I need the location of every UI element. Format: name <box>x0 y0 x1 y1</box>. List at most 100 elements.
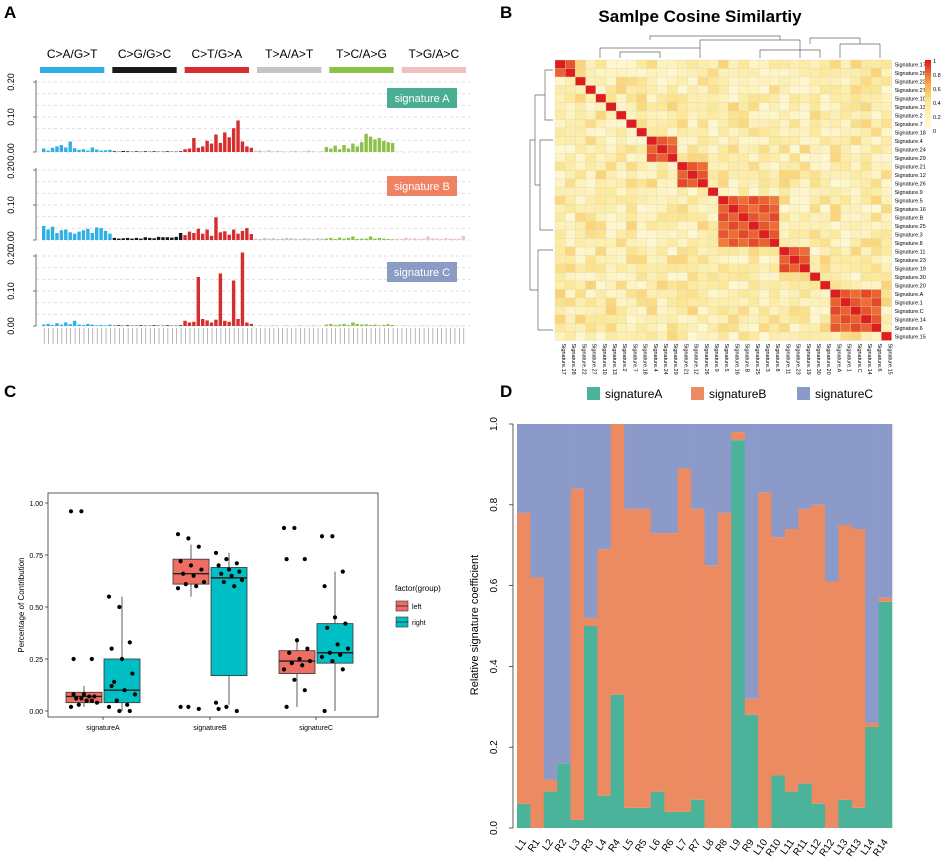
spectrum-bar <box>342 323 346 326</box>
heatmap-cell <box>718 85 729 95</box>
heatmap-cell <box>667 297 678 307</box>
spectrum-bar <box>95 149 99 152</box>
heatmap-cell <box>830 221 841 231</box>
heatmap-cell <box>554 144 566 154</box>
signature-tag <box>387 88 457 108</box>
stacked-bar-segment <box>825 581 839 828</box>
heatmap-row-label: Signature.9 <box>895 190 923 196</box>
stacked-bar-segment <box>691 799 705 828</box>
spectrum-bar <box>174 236 178 240</box>
heatmap-cell <box>667 255 678 265</box>
heatmap-cell <box>728 93 739 103</box>
spectrum-bar <box>46 150 50 152</box>
heatmap-cell <box>646 272 658 282</box>
heatmap-row-label: Signature.6 <box>895 326 923 332</box>
heatmap-cell <box>789 221 800 231</box>
heatmap-cell <box>626 255 637 265</box>
heatmap-cell <box>799 144 811 154</box>
heatmap-cell <box>677 221 688 231</box>
spectrum-bar <box>178 325 183 326</box>
heatmap-cell <box>789 136 800 146</box>
data-point <box>340 569 345 574</box>
heatmap-cell <box>871 331 882 341</box>
spectrum-bar <box>289 238 293 240</box>
spectrum-bar <box>196 277 200 326</box>
spectrum-bar <box>240 230 245 240</box>
heatmap-cell <box>646 297 658 307</box>
heatmap-row-label: Signature.12 <box>895 173 926 179</box>
heatmap-cell <box>769 229 780 239</box>
color-scale-segment <box>925 125 931 129</box>
heatmap-col-label: Signature.27 <box>591 344 597 375</box>
heatmap-cell <box>595 255 607 265</box>
stacked-bar-segment <box>865 722 879 727</box>
heatmap-cell <box>830 153 841 163</box>
heatmap-cell <box>636 102 647 112</box>
heatmap-cell <box>830 229 841 239</box>
heatmap-cell <box>820 195 831 205</box>
heatmap-row-label: Signature.2 <box>895 114 923 120</box>
heatmap-cell <box>758 221 770 231</box>
heatmap-cell <box>758 314 770 324</box>
heatmap-cell <box>687 93 698 103</box>
heatmap-cell <box>687 195 698 205</box>
heatmap-cell <box>667 76 678 86</box>
heatmap-cell <box>554 314 566 324</box>
heatmap-cell <box>738 76 749 86</box>
spectrum-bar <box>399 238 404 240</box>
panel-b-cosine-heatmap: Samlpe Cosine SimilartiySignature.17Sign… <box>529 7 941 375</box>
spectrum-bar <box>72 233 77 240</box>
spectrum-bar <box>59 324 64 326</box>
spectrum-bar <box>364 238 368 240</box>
heatmap-cell <box>738 221 749 231</box>
data-point <box>178 704 183 709</box>
heatmap-col-label: Signature.25 <box>754 344 760 375</box>
heatmap-cell <box>565 212 576 222</box>
heatmap-cell <box>554 170 566 180</box>
spectrum-bar <box>417 238 421 240</box>
y-tick-label: 0.2 <box>489 740 500 754</box>
heatmap-cell <box>850 170 862 180</box>
heatmap-cell <box>667 161 678 171</box>
heatmap-cell <box>667 195 678 205</box>
legend-label: right <box>412 620 426 627</box>
color-scale-segment <box>925 106 931 110</box>
heatmap-cell <box>616 263 627 273</box>
heatmap-cell <box>595 68 607 78</box>
heatmap-cell <box>646 255 658 265</box>
heatmap-cell <box>677 110 688 120</box>
heatmap-cell <box>575 229 586 239</box>
heatmap-cell <box>881 195 892 205</box>
heatmap-cell <box>585 153 596 163</box>
heatmap-cell <box>707 136 719 146</box>
heatmap-cell <box>565 238 576 248</box>
heatmap-cell <box>667 272 678 282</box>
heatmap-cell <box>820 187 831 197</box>
legend-label: signatureC <box>815 387 873 401</box>
heatmap-cell <box>860 170 872 180</box>
heatmap-cell <box>718 195 729 205</box>
heatmap-cell <box>758 144 770 154</box>
heatmap-cell <box>738 68 749 78</box>
heatmap-cell <box>554 76 566 86</box>
heatmap-row-label: Signature.16 <box>895 207 926 213</box>
heatmap-cell <box>860 110 872 120</box>
heatmap-cell <box>636 136 647 146</box>
heatmap-cell <box>677 178 688 188</box>
heatmap-cell <box>860 59 872 69</box>
heatmap-cell <box>585 178 596 188</box>
heatmap-col-label: Signature.17 <box>560 344 566 375</box>
heatmap-cell <box>871 204 882 214</box>
heatmap-cell <box>626 102 637 112</box>
spectrum-bar <box>448 238 452 240</box>
dendrogram-top-branch <box>809 37 861 44</box>
heatmap-cell <box>850 127 862 137</box>
heatmap-cell <box>707 272 719 282</box>
heatmap-cell <box>860 102 872 112</box>
heatmap-cell <box>850 331 862 341</box>
heatmap-cell <box>860 255 872 265</box>
heatmap-cell <box>585 110 596 120</box>
heatmap-cell <box>707 170 719 180</box>
heatmap-cell <box>656 297 668 307</box>
heatmap-cell <box>707 144 719 154</box>
